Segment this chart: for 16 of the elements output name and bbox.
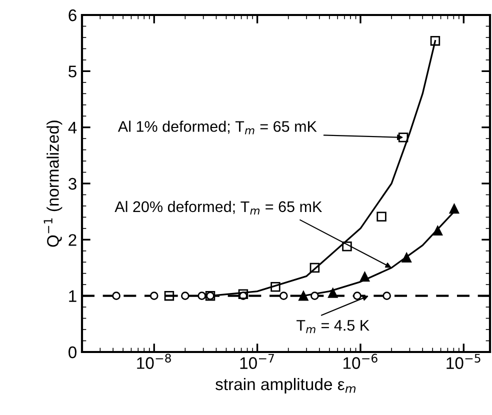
x-tick-label: 10$^{−6}$ <box>344 354 378 369</box>
annotation: Al 20% deformed; T$_{m}$ = 65 mK <box>114 200 322 214</box>
y-tick-label: 3 <box>68 178 76 190</box>
x-axis-title: strain amplitude ε$_{m}$ <box>216 378 356 394</box>
y-tick-label: 1 <box>69 290 76 302</box>
y-tick-label: 0 <box>68 346 76 358</box>
y-tick-label: 6 <box>68 9 76 22</box>
x-tick-label: 10$^{−8}$ <box>137 354 171 369</box>
y-tick-label: 4 <box>68 122 77 134</box>
y-tick-label: 2 <box>68 234 76 246</box>
annotation: T$_{m}$ = 4.5 K <box>296 320 370 334</box>
x-tick-label: 10$^{−5}$ <box>446 354 480 369</box>
y-axis-title: Q$^{−1}$ (normalized) <box>44 120 62 247</box>
x-tick-label: 10$^{−7}$ <box>240 354 274 369</box>
annotation: Al 1% deformed; T$_{m}$ = 65 mK <box>118 120 317 134</box>
y-tick-label: 5 <box>68 66 76 78</box>
